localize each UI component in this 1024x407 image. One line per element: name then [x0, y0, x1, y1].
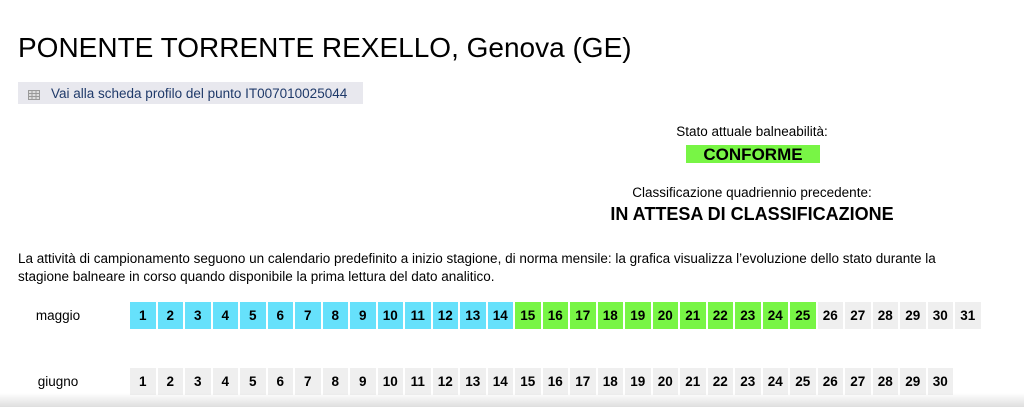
month-name: maggio [35, 308, 81, 323]
day-cell: 5 [240, 368, 266, 395]
day-cell: 15 [515, 302, 541, 329]
day-cell: 19 [625, 368, 651, 395]
day-cell: 30 [927, 302, 953, 329]
day-cell: 25 [790, 368, 816, 395]
day-cell: 31 [955, 302, 981, 329]
day-cell: 14 [487, 368, 513, 395]
day-cell: 16 [542, 302, 568, 329]
day-cell: 1 [130, 302, 156, 329]
day-cell: 5 [240, 302, 266, 329]
day-cell: 11 [405, 302, 431, 329]
current-status-badge: CONFORME [686, 145, 820, 164]
month-row-giugno: giugno 1 2 3 4 5 6 7 8 9 10 11 12 13 14 15 16 17 18 19 20 21 2… [0, 368, 955, 395]
classification-value: IN ATTESA DI CLASSIFICAZIONE [610, 204, 894, 224]
page-title: PONENTE TORRENTE REXELLO, Genova (GE) [18, 32, 632, 63]
day-cell: 13 [460, 368, 486, 395]
day-cell: 17 [570, 368, 596, 395]
day-cell: 2 [157, 368, 183, 395]
day-cell: 29 [900, 368, 926, 395]
classification-label: Classificazione quadriennio precedente: [632, 185, 872, 200]
day-cell: 13 [460, 302, 486, 329]
day-cell: 28 [872, 302, 898, 329]
day-cell: 4 [212, 302, 238, 329]
day-cell: 11 [405, 368, 431, 395]
bottom-shadow [0, 393, 1024, 407]
description: La attività di campionamento seguono un … [18, 251, 936, 284]
day-cell: 9 [350, 368, 376, 395]
day-cell: 12 [432, 368, 458, 395]
current-status-label: Stato attuale balneabilità: [676, 124, 828, 139]
day-cell: 22 [707, 302, 733, 329]
day-cell: 18 [597, 368, 623, 395]
day-cell: 17 [570, 302, 596, 329]
day-cell: 3 [185, 302, 211, 329]
day-cell: 4 [212, 368, 238, 395]
day-cell: 21 [680, 368, 706, 395]
day-cell: 1 [130, 368, 156, 395]
day-cell: 24 [762, 368, 788, 395]
day-cell: 18 [597, 302, 623, 329]
day-cell: 24 [762, 302, 788, 329]
day-cell: 2 [157, 302, 183, 329]
day-cell: 19 [625, 302, 651, 329]
day-cell: 20 [652, 302, 678, 329]
day-cell: 22 [707, 368, 733, 395]
day-cell: 21 [680, 302, 706, 329]
table-grid-icon [28, 88, 40, 100]
profile-link[interactable]: Vai alla scheda profilo del punto IT0070… [18, 82, 363, 104]
day-cell: 8 [322, 368, 348, 395]
day-cell: 23 [735, 368, 761, 395]
day-cell: 27 [845, 368, 871, 395]
day-cell: 25 [790, 302, 816, 329]
day-cell: 29 [900, 302, 926, 329]
day-cell: 7 [295, 302, 321, 329]
day-cell: 26 [817, 302, 843, 329]
day-cell: 14 [487, 302, 513, 329]
day-cell: 30 [927, 368, 953, 395]
day-cell: 6 [267, 368, 293, 395]
profile-link-label: Vai alla scheda profilo del punto IT0070… [51, 85, 348, 101]
day-cell: 12 [432, 302, 458, 329]
day-cell: 15 [515, 368, 541, 395]
day-cell: 10 [377, 368, 403, 395]
day-cell: 7 [295, 368, 321, 395]
day-cell: 10 [377, 302, 403, 329]
day-cell: 26 [817, 368, 843, 395]
day-cell: 6 [267, 302, 293, 329]
day-cell: 28 [872, 368, 898, 395]
day-cell: 20 [652, 368, 678, 395]
day-cell: 3 [185, 368, 211, 395]
day-cell: 8 [322, 302, 348, 329]
day-cell: 23 [735, 302, 761, 329]
day-cell: 27 [845, 302, 871, 329]
day-cell: 9 [350, 302, 376, 329]
day-cell: 16 [542, 368, 568, 395]
month-row-maggio: maggio 1 2 3 4 5 6 7 8 9 10 11 12 13 14 15 16 17 18 19 20 21 2… [0, 302, 983, 329]
month-name: giugno [37, 374, 79, 389]
